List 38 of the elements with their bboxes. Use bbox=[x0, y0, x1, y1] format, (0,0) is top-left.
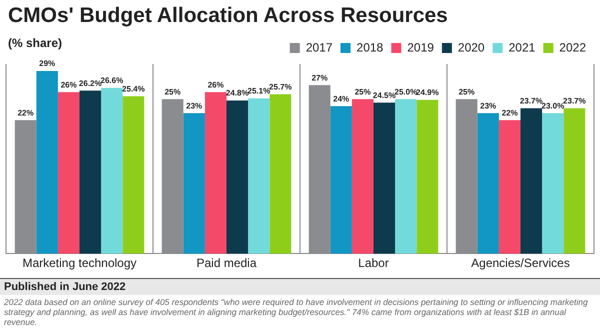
data-label: 25.7% bbox=[269, 82, 292, 92]
data-label: 23.7% bbox=[520, 96, 543, 106]
data-label: 24.8% bbox=[226, 88, 249, 98]
data-label: 25% bbox=[458, 87, 475, 96]
data-label: 24.5% bbox=[372, 90, 396, 100]
data-label: 25% bbox=[164, 87, 181, 96]
data-label: 24.9% bbox=[416, 88, 439, 98]
data-label: 25% bbox=[354, 87, 371, 96]
data-label: 23% bbox=[186, 101, 202, 110]
data-label: 23% bbox=[480, 101, 496, 110]
data-label: 25.0% bbox=[394, 87, 418, 96]
legend-label: 2019 bbox=[407, 40, 434, 54]
legend-label: 2017 bbox=[306, 40, 333, 54]
data-label: 26% bbox=[60, 80, 77, 90]
legend-label: 2020 bbox=[458, 40, 485, 54]
data-label: 25.1% bbox=[247, 86, 270, 96]
x-tick-label: Paid media bbox=[196, 256, 257, 270]
legend-label: 2021 bbox=[508, 40, 536, 54]
data-label: 26.2% bbox=[78, 78, 102, 88]
chart-title: CMOs' Budget Allocation Across Resources bbox=[8, 4, 448, 28]
legend-label: 2022 bbox=[559, 40, 586, 54]
data-label: 29% bbox=[39, 59, 56, 68]
text: Published in June 2022 bbox=[0, 279, 600, 295]
data-label: 26% bbox=[208, 80, 224, 90]
legend-label: 2018 bbox=[356, 40, 384, 54]
data-label: 23.0% bbox=[541, 101, 564, 110]
chart-subtitle: (% share) bbox=[8, 36, 62, 50]
data-label: 24% bbox=[333, 94, 350, 104]
x-tick-label: Labor bbox=[358, 256, 389, 270]
data-label: 26.6% bbox=[100, 76, 124, 86]
data-label: 25.4% bbox=[122, 84, 145, 94]
text: 2022 data based on an online survey of 405 respondents "who were required to have involvement in decisions pertaining to setting or influencing marketing strategy and planning, as well as have involvement in aligning marketing budget/resources." 74% came from organizations with at least $1B in annual revenue. bbox=[3, 296, 589, 330]
x-tick-label: Agencies/Services bbox=[471, 256, 570, 270]
data-label: 22% bbox=[502, 108, 518, 118]
data-label: 22% bbox=[18, 108, 34, 118]
data-label: 27% bbox=[312, 73, 328, 82]
x-tick-label: Marketing technology bbox=[22, 256, 137, 270]
data-label: 23.7% bbox=[563, 96, 586, 106]
